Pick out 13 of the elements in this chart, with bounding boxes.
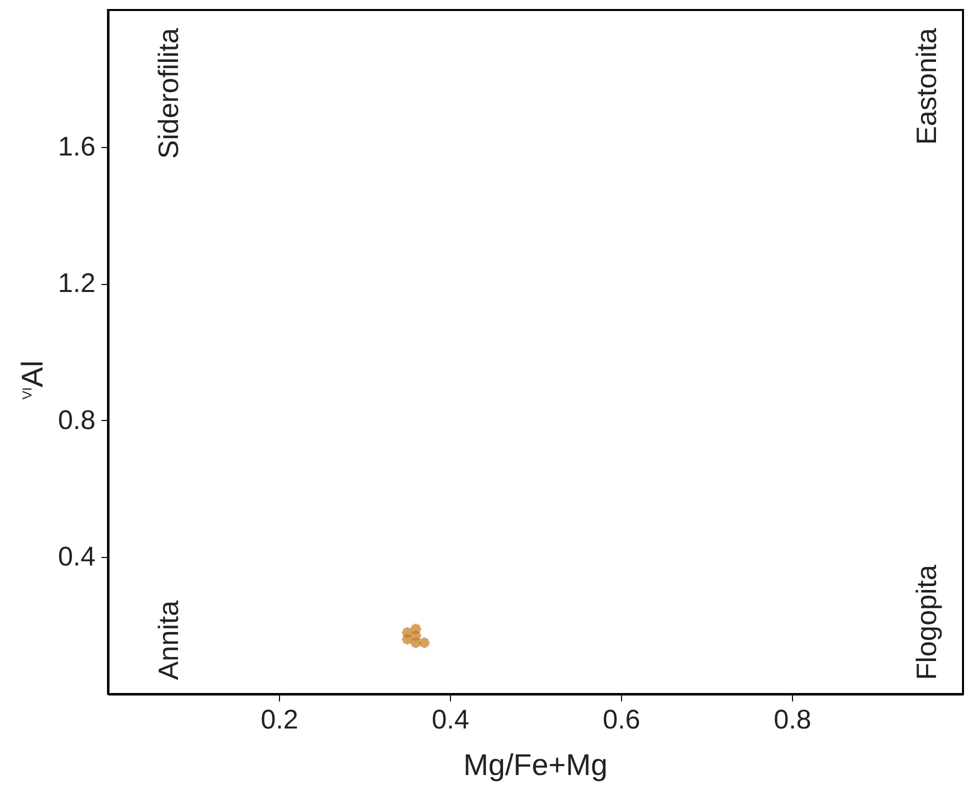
x-tick-label: 0.6 <box>602 704 640 734</box>
y-tick-label: 1.6 <box>58 131 96 162</box>
y-tick-label: 1.2 <box>58 268 96 298</box>
x-tick-label: 0.4 <box>432 704 470 734</box>
annotation: Siderofilita <box>153 28 184 159</box>
annotation: Eastonita <box>911 28 942 145</box>
y-tick-label: 0.4 <box>58 542 96 572</box>
annotation: Annita <box>153 600 184 680</box>
x-tick-label: 0.2 <box>260 704 298 734</box>
annotation: Flogopita <box>911 564 942 680</box>
x-axis-title: Mg/Fe+Mg <box>463 749 608 782</box>
y-tick-label: 0.8 <box>58 404 96 435</box>
x-tick-label: 0.8 <box>774 704 812 734</box>
